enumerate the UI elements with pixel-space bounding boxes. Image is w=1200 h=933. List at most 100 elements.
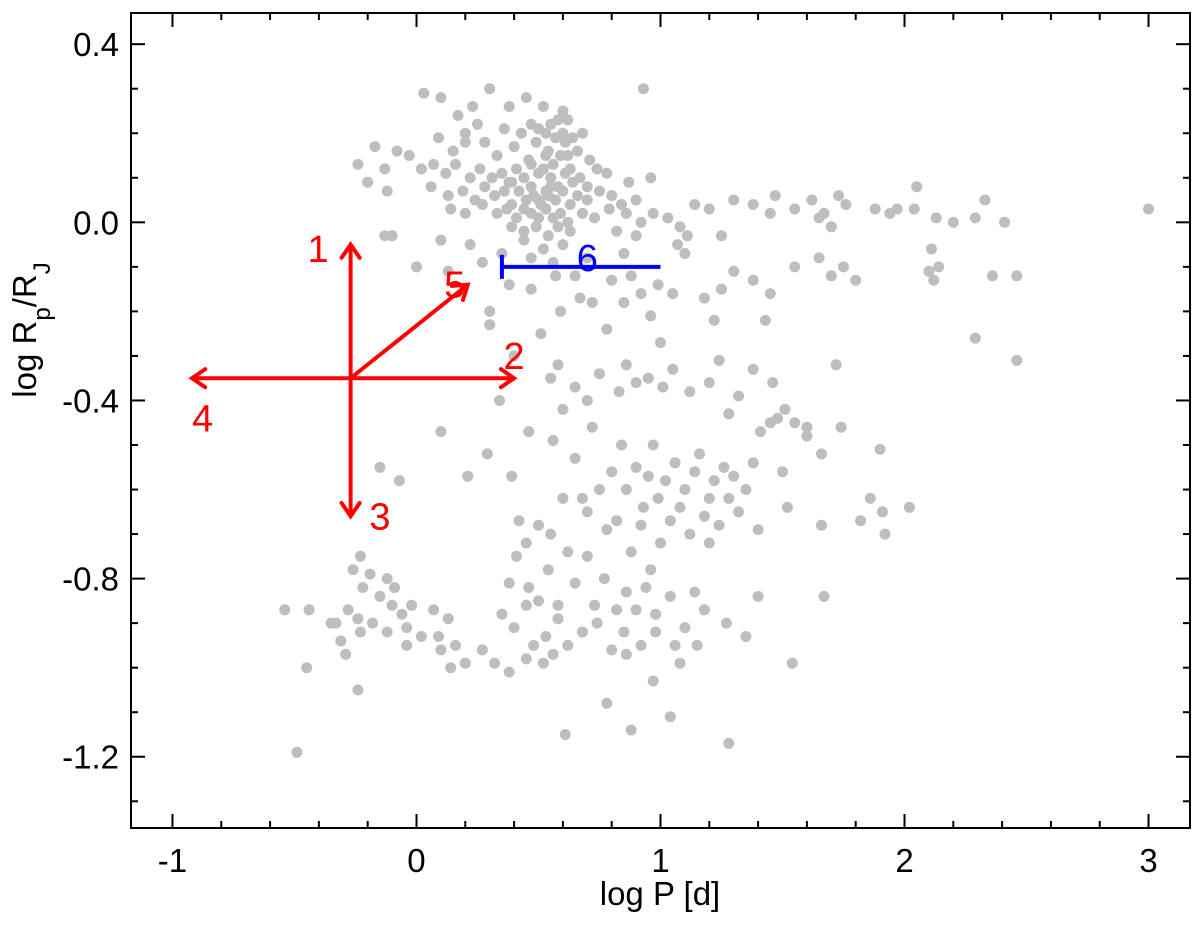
data-point <box>740 484 752 495</box>
data-point <box>574 172 586 184</box>
data-point <box>520 599 532 611</box>
data-point <box>572 145 583 157</box>
data-point <box>606 466 618 478</box>
x-axis-title: log P [d] <box>600 875 720 912</box>
data-point <box>689 199 701 210</box>
data-point <box>411 261 422 273</box>
data-point <box>640 582 652 593</box>
data-point <box>381 626 393 638</box>
data-point <box>520 653 532 665</box>
data-point <box>674 657 686 669</box>
data-point <box>674 221 686 233</box>
data-point <box>825 221 837 233</box>
data-point <box>557 239 569 251</box>
data-point <box>533 595 544 607</box>
data-point <box>728 265 740 277</box>
x-tick-label: 3 <box>1139 842 1157 879</box>
data-point <box>679 484 691 495</box>
data-point <box>879 528 891 540</box>
data-point <box>674 501 686 513</box>
data-point <box>969 212 981 224</box>
data-point <box>459 657 471 669</box>
data-point <box>428 158 440 170</box>
data-point <box>503 577 515 589</box>
data-point <box>801 421 813 433</box>
data-point <box>379 230 391 242</box>
data-point <box>550 270 562 282</box>
data-point <box>752 590 764 602</box>
data-point <box>523 426 535 438</box>
data-point <box>647 675 659 687</box>
data-point <box>496 608 508 620</box>
data-point <box>684 528 696 540</box>
data-point <box>720 617 732 629</box>
data-point <box>352 613 364 625</box>
data-point <box>545 172 557 184</box>
data-point <box>464 172 476 184</box>
data-point <box>620 648 632 660</box>
data-point <box>415 631 427 642</box>
arrow-5-label: 5 <box>444 265 465 307</box>
data-point <box>703 492 715 504</box>
data-point <box>657 381 669 393</box>
data-point <box>354 550 366 562</box>
data-point <box>716 283 727 295</box>
data-point <box>584 154 596 166</box>
arrow-5-shaft <box>349 283 469 380</box>
data-point <box>464 239 476 251</box>
data-point <box>979 194 991 206</box>
data-point <box>484 319 496 331</box>
data-point <box>620 359 632 371</box>
data-point <box>816 519 827 531</box>
bar-6: 6 <box>499 238 661 280</box>
data-point <box>467 101 479 112</box>
data-point <box>457 185 469 197</box>
data-point <box>547 435 559 446</box>
data-point <box>645 564 657 576</box>
data-point <box>525 181 537 193</box>
data-point <box>381 185 393 197</box>
data-point <box>279 604 291 616</box>
data-point <box>816 448 827 460</box>
data-point <box>591 163 603 175</box>
data-point <box>801 430 813 442</box>
data-point <box>462 470 474 482</box>
data-point <box>435 644 447 656</box>
data-point <box>440 167 452 179</box>
data-point <box>620 484 632 495</box>
data-point <box>393 475 405 487</box>
y-tick-label: -1.2 <box>62 739 119 776</box>
data-point <box>389 582 400 593</box>
data-point <box>708 475 720 487</box>
data-point <box>533 167 544 179</box>
data-point <box>698 292 710 304</box>
arrow-4: 4 <box>188 367 351 440</box>
data-point <box>498 123 510 135</box>
data-point <box>540 127 552 139</box>
data-point <box>825 270 837 282</box>
data-point <box>557 403 569 415</box>
data-point <box>850 274 862 286</box>
data-point <box>877 506 888 518</box>
data-point <box>635 639 647 651</box>
data-point <box>557 127 569 139</box>
data-point <box>540 150 552 161</box>
data-point <box>789 203 801 215</box>
data-point <box>884 207 896 219</box>
data-point <box>611 604 623 616</box>
data-point <box>601 167 613 179</box>
data-point <box>947 216 959 228</box>
data-point <box>530 221 542 233</box>
data-point <box>630 194 642 206</box>
data-point <box>520 92 532 104</box>
data-point <box>662 212 674 224</box>
data-point <box>840 199 852 210</box>
arrow-4-head <box>188 367 208 390</box>
data-point <box>655 337 666 349</box>
data-point <box>445 203 457 215</box>
data-point <box>518 172 530 184</box>
data-point <box>452 109 464 121</box>
data-point <box>481 448 493 460</box>
data-point <box>625 270 637 282</box>
data-point <box>930 212 942 224</box>
